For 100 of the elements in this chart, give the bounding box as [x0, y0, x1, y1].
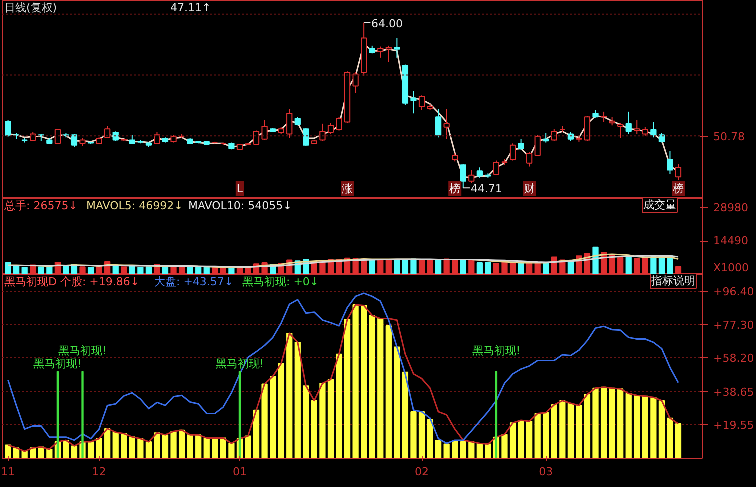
candlestick [600, 111, 608, 123]
annotation: 47.11↑ [170, 2, 212, 14]
bar [146, 442, 152, 458]
bar [444, 444, 450, 458]
y-tick-label: X1000 [714, 262, 750, 274]
bar [311, 400, 318, 458]
candlestick [460, 164, 466, 189]
candlestick [418, 95, 426, 111]
bar [560, 400, 566, 458]
candlestick [154, 132, 160, 145]
candlestick [667, 150, 674, 175]
bar [675, 424, 682, 458]
bar [96, 438, 102, 458]
bar [658, 400, 666, 458]
bar [303, 386, 310, 458]
data-label: 黑马初现! [34, 358, 82, 371]
candlestick [435, 108, 442, 138]
bar [154, 432, 160, 458]
bar [104, 428, 111, 458]
ref-line-label: 50.78 [714, 130, 745, 144]
bar [435, 440, 442, 458]
annotation: MAVOL5: 46992↓ [86, 200, 184, 212]
candlestick [551, 128, 558, 142]
bar [71, 446, 78, 458]
bar [460, 442, 466, 458]
bar [129, 436, 136, 458]
candlestick [320, 123, 326, 142]
candlestick [303, 128, 310, 147]
candlestick [493, 160, 500, 176]
bar [170, 431, 177, 458]
bar [418, 411, 426, 458]
x-tick-label: 11 [1, 466, 16, 478]
bar [286, 333, 293, 458]
bar [253, 410, 260, 458]
candlestick [336, 116, 342, 132]
bar [212, 438, 218, 458]
annotation: L [236, 182, 244, 196]
candlestick [526, 152, 533, 168]
bar [618, 388, 624, 458]
bar [402, 372, 409, 458]
bar [576, 405, 582, 458]
annotation: 总手: 26575↓ [4, 200, 78, 212]
bar [294, 342, 301, 458]
data-label: 黑马初现! [472, 344, 521, 358]
annotation: 涨 [342, 182, 354, 196]
candlestick [378, 46, 384, 58]
y-tick-label: +58.20 [714, 352, 754, 365]
bar [427, 419, 434, 458]
candlestick [634, 120, 640, 135]
candlestick [394, 38, 400, 58]
candlestick [518, 138, 524, 151]
bar [667, 418, 674, 458]
annotation: MAVOL10: 54055↓ [188, 200, 292, 212]
data-label: 黑马初现! [58, 344, 107, 358]
bar [502, 434, 508, 458]
bar [642, 396, 648, 458]
bar [352, 304, 359, 458]
bar [626, 393, 632, 458]
candlestick [543, 132, 550, 144]
candlestick [352, 72, 359, 94]
candlestick [658, 132, 666, 144]
bar [320, 383, 326, 458]
candlestick [534, 134, 541, 157]
bar [162, 434, 169, 458]
annotation: 64.00 [372, 17, 404, 30]
bar [336, 354, 342, 458]
bar [344, 319, 351, 458]
x-tick-label: 01 [232, 466, 247, 478]
y-tick-label: +19.55 [714, 419, 754, 432]
candlestick [328, 122, 334, 135]
bar [543, 412, 550, 458]
y-tick-label: 14490 [714, 234, 748, 248]
bar [634, 395, 640, 458]
bar [196, 434, 202, 458]
bar [228, 443, 235, 458]
bar [609, 388, 616, 458]
x-tick-label: 12 [92, 466, 106, 478]
bar [485, 444, 492, 458]
bar [270, 376, 276, 458]
annotation: 财 [524, 182, 536, 196]
bar [262, 384, 268, 458]
bar [650, 397, 657, 458]
candlestick [626, 111, 632, 135]
bar [378, 318, 384, 458]
annotation: 大盘: +43.57↓ [154, 276, 234, 288]
candlestick [410, 90, 417, 114]
y-tick-label: +77.30 [714, 318, 754, 332]
bar [278, 363, 284, 458]
annotation: 44.71 [470, 182, 502, 196]
bar [584, 394, 591, 458]
bar [551, 404, 558, 458]
bar [592, 388, 599, 458]
candlestick [618, 122, 624, 139]
bar [178, 430, 186, 458]
candlestick [584, 116, 591, 142]
candlestick [650, 122, 657, 138]
candlestick [675, 164, 682, 181]
bar [63, 440, 70, 458]
bar [534, 413, 541, 458]
candlestick [262, 120, 268, 141]
